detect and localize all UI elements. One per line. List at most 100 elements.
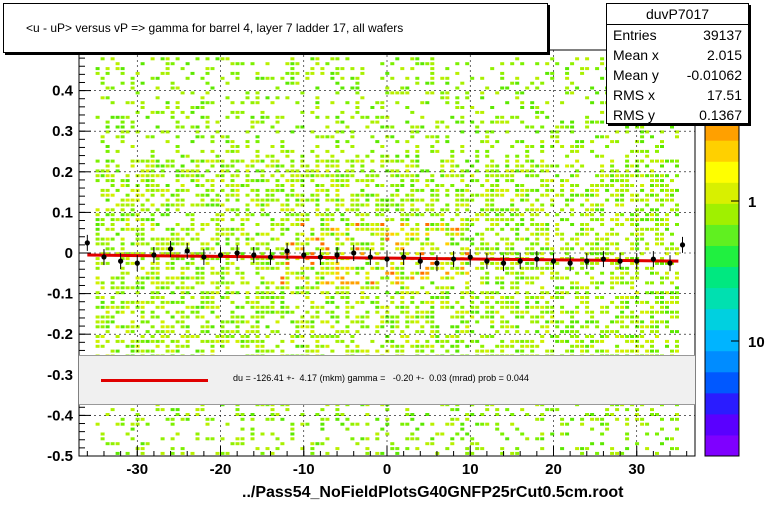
- heatmap-cell: [570, 174, 575, 178]
- heatmap-cell: [240, 335, 245, 338]
- heatmap-cell: [155, 242, 160, 246]
- heatmap-cell: [175, 179, 180, 183]
- heatmap-cell: [615, 203, 620, 207]
- heatmap-cell: [560, 296, 565, 299]
- heatmap-cell: [325, 188, 330, 192]
- heatmap-cell: [545, 164, 550, 168]
- heatmap-cell: [355, 300, 360, 304]
- heatmap-cell: [565, 291, 570, 295]
- heatmap-cell: [370, 159, 375, 163]
- heatmap-cell: [620, 300, 625, 304]
- heatmap-cell: [605, 198, 610, 202]
- heatmap-cell: [345, 232, 350, 236]
- heatmap-cell: [660, 164, 664, 168]
- heatmap-cell: [555, 286, 560, 290]
- heatmap-cell: [440, 286, 445, 290]
- heatmap-cell: [375, 286, 380, 290]
- heatmap-cell: [445, 339, 450, 343]
- heatmap-cell: [675, 135, 679, 139]
- heatmap-cell: [420, 344, 425, 348]
- heatmap-cell: [455, 432, 460, 436]
- heatmap-cell: [345, 237, 350, 241]
- heatmap-cell: [330, 315, 335, 319]
- heatmap-cell: [300, 247, 305, 251]
- heatmap-cell: [515, 208, 520, 212]
- heatmap-cell: [140, 300, 145, 304]
- heatmap-cell: [325, 164, 330, 168]
- heatmap-cell: [625, 422, 630, 426]
- heatmap-cell: [535, 315, 540, 319]
- heatmap-cell: [660, 218, 664, 222]
- heatmap-cell: [255, 193, 260, 197]
- heatmap-cell: [370, 242, 375, 246]
- heatmap-cell: [325, 291, 330, 295]
- heatmap-cell: [595, 218, 600, 222]
- heatmap-cell: [305, 422, 310, 426]
- heatmap-cell: [635, 174, 640, 178]
- heatmap-cell: [525, 237, 530, 241]
- heatmap-cell: [280, 300, 285, 304]
- heatmap-cell: [275, 184, 280, 187]
- heatmap-cell: [450, 154, 455, 158]
- heatmap-cell: [275, 179, 280, 183]
- heatmap-cell: [545, 101, 550, 105]
- heatmap-cell: [515, 159, 520, 163]
- heatmap-cell: [480, 247, 485, 251]
- heatmap-cell: [610, 242, 615, 246]
- heatmap-cell: [595, 188, 600, 192]
- heatmap-cell: [175, 300, 180, 304]
- heatmap-cell: [175, 149, 180, 153]
- heatmap-cell: [335, 120, 340, 124]
- heatmap-cell: [145, 242, 150, 246]
- heatmap-cell: [510, 213, 515, 217]
- heatmap-cell: [245, 213, 250, 217]
- heatmap-cell: [405, 315, 410, 319]
- heatmap-cell: [590, 266, 595, 270]
- heatmap-cell: [355, 330, 360, 334]
- heatmap-cell: [495, 169, 500, 173]
- heatmap-cell: [395, 184, 400, 187]
- heatmap-cell: [450, 442, 455, 446]
- heatmap-cell: [585, 310, 590, 314]
- heatmap-cell: [560, 417, 565, 421]
- heatmap-cell: [120, 325, 125, 329]
- heatmap-cell: [190, 276, 195, 280]
- heatmap-cell: [215, 203, 220, 207]
- heatmap-cell: [430, 247, 435, 251]
- heatmap-cell: [630, 335, 635, 338]
- heatmap-cell: [105, 261, 110, 265]
- fit-line-group: [87, 253, 679, 263]
- heatmap-cell: [430, 149, 435, 153]
- heatmap-cell: [440, 159, 445, 163]
- heatmap-cell: [95, 281, 100, 285]
- heatmap-cell: [550, 145, 555, 148]
- heatmap-cell: [495, 232, 500, 236]
- heatmap-cell: [330, 164, 335, 168]
- heatmap-cell: [630, 310, 635, 314]
- heatmap-cell: [310, 442, 315, 446]
- heatmap-cell: [420, 271, 425, 275]
- heatmap-cell: [515, 232, 520, 236]
- heatmap-cell: [105, 320, 110, 324]
- heatmap-cell: [440, 120, 445, 124]
- heatmap-cell: [150, 291, 155, 295]
- heatmap-cell: [470, 315, 475, 319]
- heatmap-cell: [430, 437, 435, 441]
- heatmap-cell: [620, 276, 625, 280]
- heatmap-cell: [355, 281, 360, 285]
- heatmap-cell: [390, 193, 395, 197]
- heatmap-cell: [205, 71, 210, 75]
- heatmap-cell: [110, 305, 115, 309]
- heatmap-cell: [140, 315, 145, 319]
- heatmap-cell: [405, 218, 410, 222]
- heatmap-cell: [455, 174, 460, 178]
- heatmap-cell: [435, 198, 440, 202]
- heatmap-cell: [605, 252, 610, 256]
- heatmap-cell: [315, 310, 320, 314]
- heatmap-cell: [560, 184, 565, 187]
- heatmap-cell: [525, 188, 530, 192]
- heatmap-cell: [545, 325, 550, 329]
- heatmap-cell: [110, 218, 115, 222]
- heatmap-cell: [450, 305, 455, 309]
- heatmap-cell: [165, 286, 170, 290]
